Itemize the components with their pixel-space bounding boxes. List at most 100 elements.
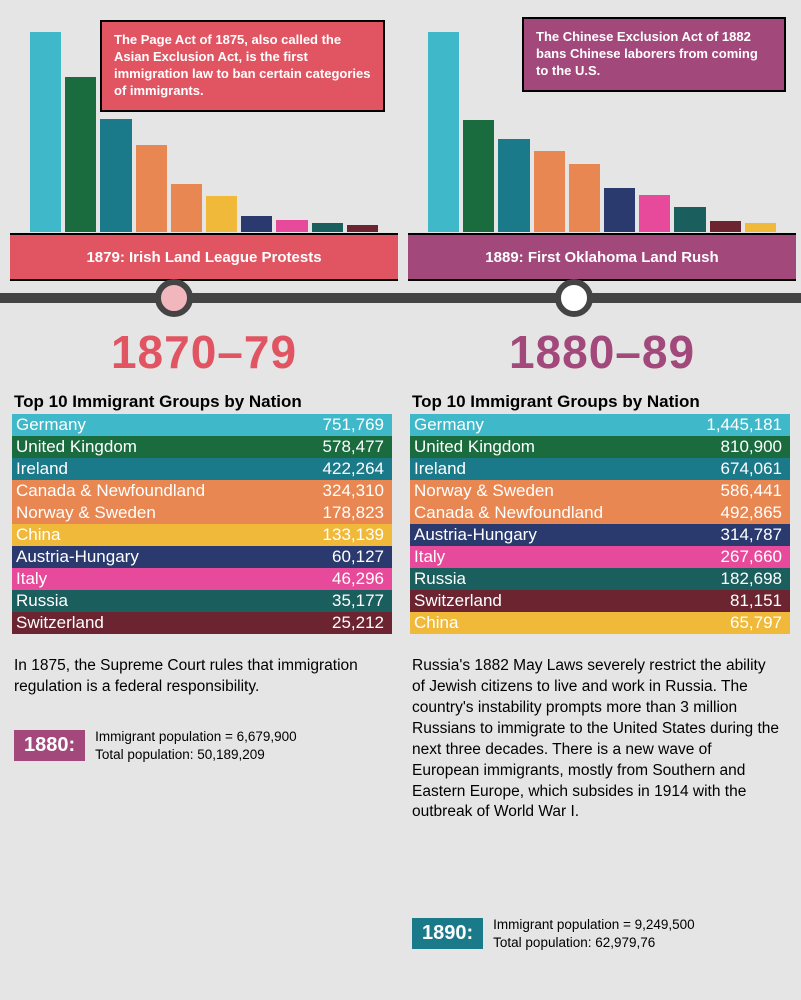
- count: 578,477: [323, 437, 384, 457]
- table-row: Norway & Sweden 178,823: [12, 502, 392, 524]
- table-row: Canada & Newfoundland 324,310: [12, 480, 392, 502]
- population-1880: 1880: Immigrant population = 6,679,900 T…: [14, 728, 297, 763]
- count: 133,139: [323, 525, 384, 545]
- count: 178,823: [323, 503, 384, 523]
- callout-page-act: The Page Act of 1875, also called the As…: [100, 20, 385, 112]
- count: 65,797: [730, 613, 782, 633]
- pop-text-1890: Immigrant population = 9,249,500 Total p…: [493, 916, 695, 951]
- country: Norway & Sweden: [414, 481, 554, 501]
- country: Norway & Sweden: [16, 503, 156, 523]
- count: 674,061: [721, 459, 782, 479]
- decade-1870s: 1870–79: [10, 325, 398, 379]
- bar: [276, 220, 307, 232]
- country: Ireland: [16, 459, 68, 479]
- count: 810,900: [721, 437, 782, 457]
- event-band-1879: 1879: Irish Land League Protests: [10, 233, 398, 281]
- timeline-dot-2: [555, 279, 593, 317]
- table-row: Switzerland 81,151: [410, 590, 790, 612]
- bar: [534, 151, 565, 232]
- count: 314,787: [721, 525, 782, 545]
- country: Italy: [16, 569, 47, 589]
- bar: [347, 225, 378, 232]
- bar: [674, 207, 705, 232]
- count: 1,445,181: [706, 415, 782, 435]
- table-row: Russia 182,698: [410, 568, 790, 590]
- table-1880s: Germany 1,445,181 United Kingdom 810,900Ire…: [410, 414, 790, 634]
- count: 46,296: [332, 569, 384, 589]
- bar: [604, 188, 635, 232]
- country: Austria-Hungary: [16, 547, 139, 567]
- note-1875: In 1875, the Supreme Court rules that im…: [14, 656, 384, 698]
- table-row: Austria-Hungary 60,127: [12, 546, 392, 568]
- count: 25,212: [332, 613, 384, 633]
- table-row: Ireland 422,264: [12, 458, 392, 480]
- table-row: Italy 46,296: [12, 568, 392, 590]
- count: 81,151: [730, 591, 782, 611]
- count: 492,865: [721, 503, 782, 523]
- pop-total-1890: Total population: 62,979,76: [493, 935, 655, 950]
- country: China: [16, 525, 60, 545]
- bar: [498, 139, 529, 232]
- pop-year-1880: 1880:: [14, 730, 85, 761]
- country: Switzerland: [16, 613, 104, 633]
- country: Germany: [414, 415, 484, 435]
- bar: [569, 164, 600, 232]
- bar: [710, 221, 741, 232]
- callout-exclusion-act: The Chinese Exclusion Act of 1882 bans C…: [522, 17, 786, 92]
- decade-1880s: 1880–89: [408, 325, 796, 379]
- bar: [312, 223, 343, 232]
- table-title-2: Top 10 Immigrant Groups by Nation: [412, 392, 700, 412]
- bar: [65, 77, 96, 232]
- count: 182,698: [721, 569, 782, 589]
- pop-year-1890: 1890:: [412, 918, 483, 949]
- bar: [171, 184, 202, 232]
- table-1870s: Germany751,769United Kingdom578,477Irela…: [12, 414, 392, 634]
- bar: [136, 145, 167, 232]
- table-row: United Kingdom 578,477: [12, 436, 392, 458]
- pop-immigrant-1890: Immigrant population = 9,249,500: [493, 917, 695, 932]
- table-row: China 65,797: [410, 612, 790, 634]
- pop-immigrant-1880: Immigrant population = 6,679,900: [95, 729, 297, 744]
- note-1882: Russia's 1882 May Laws severely restrict…: [412, 656, 782, 823]
- table-title-1: Top 10 Immigrant Groups by Nation: [14, 392, 302, 412]
- pop-total-1880: Total population: 50,189,209: [95, 747, 265, 762]
- table-row: Switzerland 25,212: [12, 612, 392, 634]
- table-row: Germany751,769: [12, 414, 392, 436]
- country: China: [414, 613, 458, 633]
- country: United Kingdom: [414, 437, 535, 457]
- table-row: Italy 267,660: [410, 546, 790, 568]
- country: Russia: [414, 569, 466, 589]
- timeline-bar: [0, 293, 801, 303]
- population-1890: 1890: Immigrant population = 9,249,500 T…: [412, 916, 695, 951]
- timeline-dot-1: [155, 279, 193, 317]
- table-row: Germany 1,445,181: [410, 414, 790, 436]
- table-row: United Kingdom 810,900: [410, 436, 790, 458]
- count: 324,310: [323, 481, 384, 501]
- bar: [428, 32, 459, 232]
- count: 267,660: [721, 547, 782, 567]
- bar: [30, 32, 61, 232]
- country: Italy: [414, 547, 445, 567]
- bar: [100, 119, 131, 232]
- table-row: China 133,139: [12, 524, 392, 546]
- bar: [206, 196, 237, 232]
- table-row: Austria-Hungary 314,787: [410, 524, 790, 546]
- count: 35,177: [332, 591, 384, 611]
- country: Austria-Hungary: [414, 525, 537, 545]
- count: 751,769: [323, 415, 384, 435]
- pop-text-1880: Immigrant population = 6,679,900 Total p…: [95, 728, 297, 763]
- country: United Kingdom: [16, 437, 137, 457]
- bar: [241, 216, 272, 232]
- bar: [463, 120, 494, 232]
- country: Switzerland: [414, 591, 502, 611]
- table-row: Canada & Newfoundland492,865: [410, 502, 790, 524]
- table-row: Ireland674,061: [410, 458, 790, 480]
- country: Russia: [16, 591, 68, 611]
- event-band-1889: 1889: First Oklahoma Land Rush: [408, 233, 796, 281]
- count: 586,441: [721, 481, 782, 501]
- table-row: Norway & Sweden 586,441: [410, 480, 790, 502]
- count: 60,127: [332, 547, 384, 567]
- count: 422,264: [323, 459, 384, 479]
- country: Canada & Newfoundland: [16, 481, 205, 501]
- bar: [639, 195, 670, 232]
